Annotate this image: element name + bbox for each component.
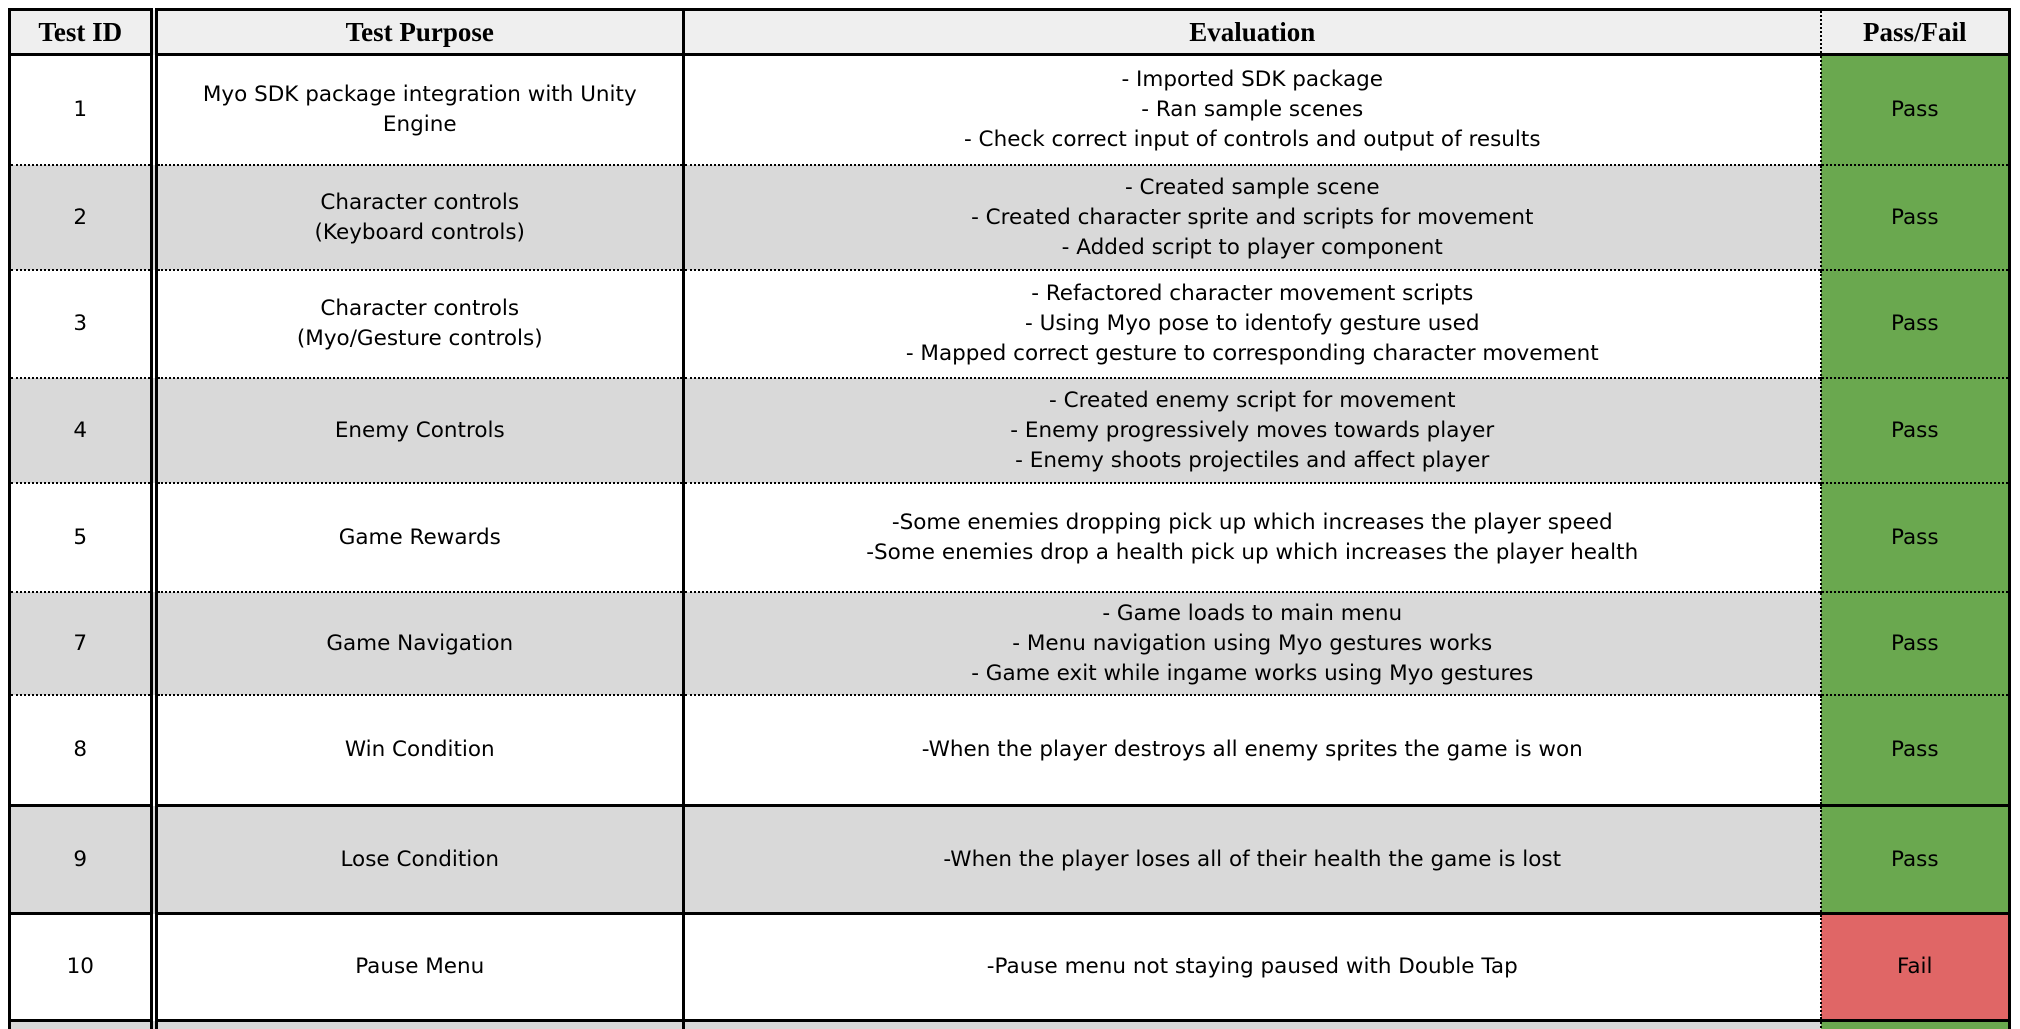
test-id-cell: 4 xyxy=(9,377,154,483)
result-cell: Pass xyxy=(1819,804,2010,914)
table-row: 3 Character controls (Myo/Gesture contro… xyxy=(9,269,2010,378)
result-cell: Pass xyxy=(1819,54,2010,165)
test-id-cell: 5 xyxy=(9,482,154,592)
column-header-pass-fail: Pass/Fail xyxy=(1819,9,2010,56)
result-cell: Pass xyxy=(1819,482,2010,592)
purpose-cell: Character controls (Myo/Gesture controls… xyxy=(149,269,684,378)
evaluation-cell: -When the player loses all of their heal… xyxy=(682,804,1821,914)
test-id-cell: 9 xyxy=(9,804,154,914)
purpose-cell: Player Health xyxy=(149,1019,684,1029)
evaluation-cell: -Pause menu not staying paused with Doub… xyxy=(682,912,1821,1021)
result-cell: Pass xyxy=(1819,694,2010,806)
result-cell: Pass xyxy=(1819,164,2010,270)
purpose-cell: Game Rewards xyxy=(149,482,684,592)
test-id-cell: 11 xyxy=(9,1019,154,1029)
table-row: 4 Enemy Controls - Created enemy script … xyxy=(9,377,2010,483)
test-id-cell: 7 xyxy=(9,591,154,695)
purpose-cell: Game Navigation xyxy=(149,591,684,695)
purpose-cell: Pause Menu xyxy=(149,912,684,1021)
table-row: 9 Lose Condition -When the player loses … xyxy=(9,804,2010,914)
table-row: 5 Game Rewards -Some enemies dropping pi… xyxy=(9,482,2010,592)
evaluation-cell: - Refactored character movement scripts … xyxy=(682,269,1821,378)
test-id-cell: 1 xyxy=(9,54,154,165)
table-row: 7 Game Navigation - Game loads to main m… xyxy=(9,591,2010,695)
purpose-cell: Myo SDK package integration with Unity E… xyxy=(149,54,684,165)
purpose-cell: Win Condition xyxy=(149,694,684,806)
purpose-cell: Enemy Controls xyxy=(149,377,684,483)
evaluation-cell: - Created sample scene - Created charact… xyxy=(682,164,1821,270)
evaluation-cell: - Game loads to main menu - Menu navigat… xyxy=(682,591,1821,695)
table-row: 11 Player Health -When enemy hits player… xyxy=(9,1019,2010,1029)
evaluation-cell: - Imported SDK package - Ran sample scen… xyxy=(682,54,1821,165)
column-header-evaluation: Evaluation xyxy=(682,9,1821,56)
test-id-cell: 3 xyxy=(9,269,154,378)
table-row: 10 Pause Menu -Pause menu not staying pa… xyxy=(9,912,2010,1021)
result-cell: Fail xyxy=(1819,912,2010,1021)
column-header-test-id: Test ID xyxy=(9,9,154,56)
table-row: 8 Win Condition -When the player destroy… xyxy=(9,694,2010,806)
table-row: 2 Character controls (Keyboard controls)… xyxy=(9,164,2010,270)
evaluation-cell: -Some enemies dropping pick up which inc… xyxy=(682,482,1821,592)
result-cell: Pass xyxy=(1819,269,2010,378)
result-cell: Pass xyxy=(1819,591,2010,695)
column-header-test-purpose: Test Purpose xyxy=(149,9,684,56)
evaluation-cell: -When the player destroys all enemy spri… xyxy=(682,694,1821,806)
purpose-cell: Character controls (Keyboard controls) xyxy=(149,164,684,270)
test-results-table: Test ID Test Purpose Evaluation Pass/Fai… xyxy=(8,8,2011,1029)
test-id-cell: 2 xyxy=(9,164,154,270)
purpose-cell: Lose Condition xyxy=(149,804,684,914)
evaluation-cell: -When enemy hits player a health point i… xyxy=(682,1019,1821,1029)
test-id-cell: 8 xyxy=(9,694,154,806)
header-row: Test ID Test Purpose Evaluation Pass/Fai… xyxy=(9,9,2010,56)
result-cell: Pass xyxy=(1819,1019,2010,1029)
result-cell: Pass xyxy=(1819,377,2010,483)
test-id-cell: 10 xyxy=(9,912,154,1021)
table-row: 1 Myo SDK package integration with Unity… xyxy=(9,54,2010,165)
evaluation-cell: - Created enemy script for movement - En… xyxy=(682,377,1821,483)
